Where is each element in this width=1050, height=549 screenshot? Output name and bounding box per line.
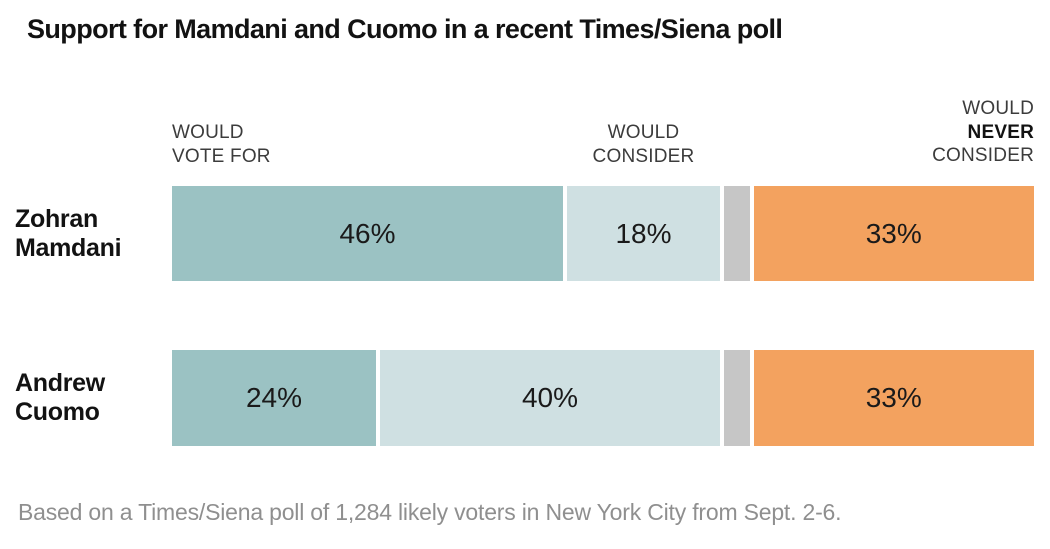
header-line: WOULD	[607, 122, 680, 143]
bar-row-mamdani: 46% 18% 33%	[172, 186, 1034, 281]
header-line: WOULD	[172, 122, 244, 143]
bar-row-cuomo: 24% 40% 33%	[172, 350, 1034, 446]
segment-value-label: 24%	[245, 382, 303, 413]
segment-value-label: 33%	[865, 217, 922, 249]
bar-segment-no-answer	[724, 350, 750, 446]
bar-segment-would-vote-for: 46%	[172, 186, 563, 281]
row-label-line: Zohran	[15, 204, 98, 233]
row-label-line: Andrew	[15, 369, 105, 397]
row-label-zohran-mamdani: Zohran Mamdani	[15, 186, 165, 281]
header-line: CONSIDER	[592, 145, 695, 167]
segment-value-label: 46%	[339, 217, 396, 249]
bar-segment-would-never-consider: 33%	[753, 186, 1034, 281]
chart-title: Support for Mamdani and Cuomo in a recen…	[27, 14, 783, 44]
chart-footnote: Based on a Times/Siena poll of 1,284 lik…	[18, 499, 842, 525]
row-label-line: Mamdani	[15, 233, 122, 262]
segment-value-label: 18%	[615, 217, 672, 249]
column-header-would-consider: WOULD CONSIDER	[515, 121, 772, 168]
bar-segment-would-consider: 18%	[567, 186, 720, 281]
row-label-line: Cuomo	[15, 398, 100, 426]
header-line: CONSIDER	[932, 145, 1034, 166]
bar-segment-would-consider: 40%	[380, 350, 720, 446]
row-label-andrew-cuomo: Andrew Cuomo	[15, 350, 165, 446]
bar-segment-would-vote-for: 24%	[172, 350, 376, 446]
column-header-would-vote-for: WOULD VOTE FOR	[172, 121, 271, 168]
bar-segment-would-never-consider: 33%	[753, 350, 1034, 446]
column-header-would-never-consider: WOULD NEVER CONSIDER	[932, 97, 1034, 168]
segment-value-label: 40%	[521, 382, 579, 413]
header-line: VOTE FOR	[172, 145, 271, 167]
segment-value-label: 33%	[865, 382, 922, 413]
header-line-never-bold: NEVER	[967, 121, 1034, 143]
header-line: WOULD	[962, 98, 1034, 119]
bar-segment-no-answer	[724, 186, 750, 281]
